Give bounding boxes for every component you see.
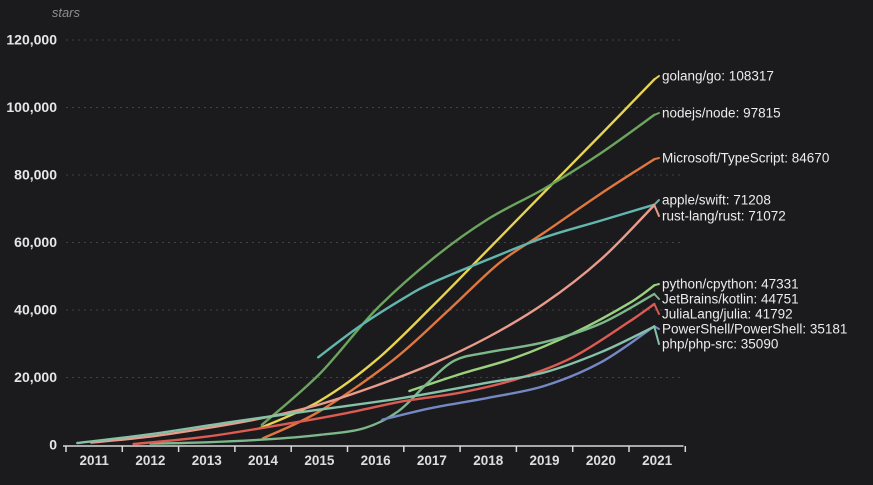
y-axis-labels: 0 20,000 40,000 60,000 80,000 100,000 120,000	[6, 32, 57, 453]
series-label-julialang-julia: JuliaLang/julia: 41792	[662, 307, 793, 322]
x-tick-label-2012: 2012	[135, 453, 165, 468]
x-tick-label-2011: 2011	[80, 453, 110, 468]
series-label-connector-nodejs-node	[653, 112, 660, 116]
x-tick-label-2020: 2020	[586, 453, 616, 468]
series-label-golang-go: golang/go: 108317	[662, 69, 774, 84]
series-label-connector-jetbrains-kotlin	[653, 293, 660, 300]
x-tick-label-2013: 2013	[192, 453, 223, 468]
series-line-golang-go	[259, 78, 656, 430]
series-label-nodejs-node: nodejs/node: 97815	[662, 106, 781, 121]
x-tick-label-2019: 2019	[529, 453, 559, 468]
series-line-rust-lang-rust	[90, 203, 656, 444]
series-label-connector-python-cpython	[653, 283, 660, 287]
series-label-connector-microsoft-typescript	[653, 157, 660, 161]
gridlines	[66, 39, 684, 378]
series-label-connector-julialang-julia	[653, 303, 660, 315]
y-tick-label-120000: 120,000	[6, 32, 57, 48]
y-tick-label-40000: 40,000	[14, 302, 57, 318]
x-tick-label-2021: 2021	[642, 453, 673, 468]
series-line-powershell-powershell	[381, 325, 656, 421]
y-tick-label-60000: 60,000	[14, 234, 57, 250]
series-lines	[76, 75, 660, 446]
series-label-powershell-powershell: PowerShell/PowerShell: 35181	[662, 322, 847, 337]
series-label-jetbrains-kotlin: JetBrains/kotlin: 44751	[662, 292, 799, 307]
y-axis-title: stars	[52, 5, 81, 20]
series-labels: golang/go: 108317 nodejs/node: 97815 Micro…	[662, 69, 847, 352]
series-label-python-cpython: python/cpython: 47331	[662, 277, 799, 292]
x-tick-label-2016: 2016	[361, 453, 392, 468]
series-line-apple-swift	[317, 203, 656, 359]
series-label-connector-golang-go	[653, 75, 660, 81]
x-tick-label-2017: 2017	[417, 453, 447, 468]
series-line-jetbrains-kotlin	[149, 292, 656, 445]
series-line-nodejs-node	[260, 113, 656, 426]
series-label-php-php-src: php/php-src: 35090	[662, 337, 778, 352]
x-tick-label-2014: 2014	[248, 453, 279, 468]
series-line-python-cpython	[408, 284, 656, 393]
x-axis-labels: 2011 2012 2013 2014 2015 2016 2017 2018 2019 2020…	[80, 453, 673, 468]
series-label-connector-apple-swift	[653, 199, 660, 206]
x-tick-label-2018: 2018	[473, 453, 504, 468]
y-tick-label-80000: 80,000	[14, 167, 57, 183]
series-label-rust-lang-rust: rust-lang/rust: 71072	[662, 209, 786, 224]
series-label-connector-php-php-src	[653, 325, 660, 345]
series-line-microsoft-typescript	[261, 158, 656, 440]
y-tick-label-20000: 20,000	[14, 369, 57, 385]
x-axis	[63, 445, 687, 452]
x-tick-label-2015: 2015	[304, 453, 335, 468]
series-line-julialang-julia	[132, 302, 656, 446]
series-label-microsoft-typescript: Microsoft/TypeScript: 84670	[662, 151, 829, 166]
series-line-php-php-src	[76, 325, 656, 445]
y-tick-label-100000: 100,000	[6, 99, 57, 115]
series-label-connector-rust-lang-rust	[653, 204, 660, 217]
series-label-apple-swift: apple/swift: 71208	[662, 193, 771, 208]
y-tick-label-0: 0	[49, 437, 57, 453]
